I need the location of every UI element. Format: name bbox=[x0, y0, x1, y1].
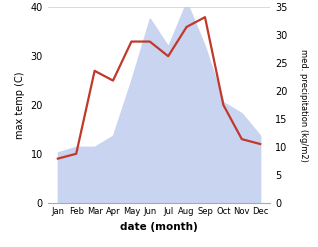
Y-axis label: max temp (C): max temp (C) bbox=[15, 71, 25, 139]
Y-axis label: med. precipitation (kg/m2): med. precipitation (kg/m2) bbox=[299, 49, 308, 161]
X-axis label: date (month): date (month) bbox=[120, 222, 198, 232]
